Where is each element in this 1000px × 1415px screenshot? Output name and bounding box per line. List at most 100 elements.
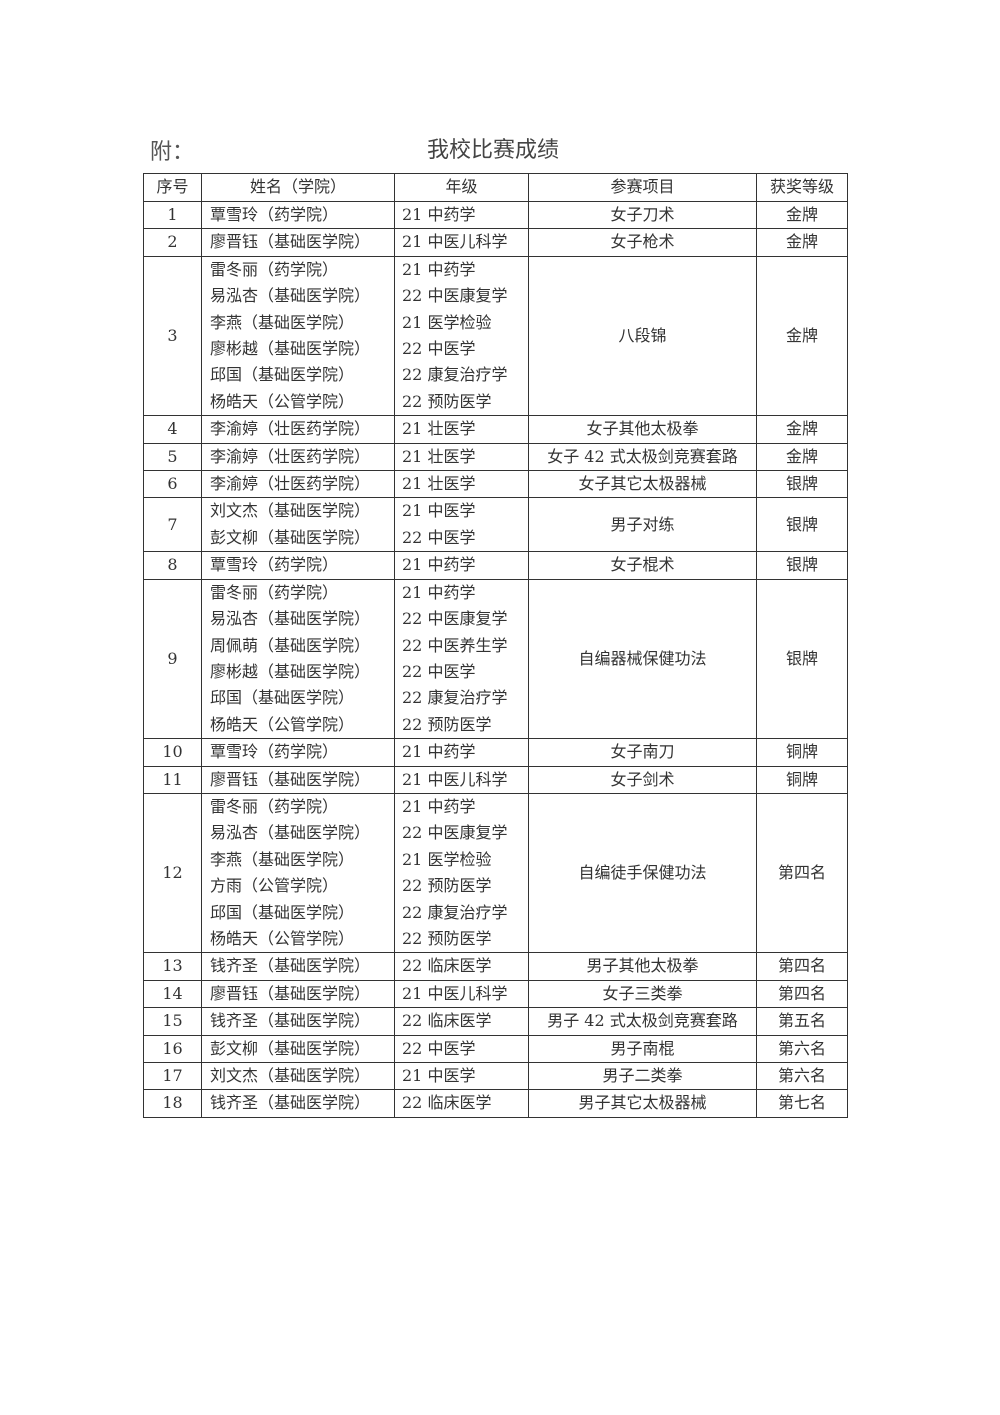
- cell-award: 第四名: [756, 979, 848, 1009]
- cell-grades: 22 中医学: [394, 1034, 529, 1064]
- cell-grades: 22 临床医学: [394, 1089, 529, 1118]
- cell-event: 女子剑术: [528, 765, 757, 794]
- cell-names: 李渝婷（壮医药学院）: [201, 442, 395, 472]
- cell-names: 刘文杰（基础医学院）: [201, 1061, 395, 1091]
- cell-event: 女子南刀: [528, 738, 757, 767]
- header-name: 姓名（学院）: [201, 173, 395, 202]
- cell-award: 金牌: [756, 255, 848, 417]
- table-row: 16 彭文柳（基础医学院） 22 中医学 男子南棍 第六名: [143, 1034, 848, 1064]
- cell-event: 自编徒手保健功法: [528, 792, 757, 954]
- cell-award: 银牌: [756, 551, 848, 580]
- participant-grade: 22 预防医学: [402, 876, 492, 896]
- header-no: 序号: [143, 173, 202, 202]
- cell-award: 金牌: [756, 442, 848, 472]
- results-table: 序号 姓名（学院） 年级 参赛项目 获奖等级 1 覃雪玲（药学院） 21 中药学 女子…: [143, 173, 848, 1118]
- participant-grade: 22 中医学: [402, 1038, 476, 1058]
- cell-grades: 21 中药学 22 中医康复学 21 医学检验 22 预防医学 22 康复治疗学 22 预…: [394, 792, 529, 954]
- participant-grade: 21 中药学: [402, 259, 476, 279]
- cell-grades: 22 临床医学: [394, 1007, 529, 1036]
- table-row: 12 雷冬丽（药学院） 易泓杏（基础医学院） 李燕（基础医学院） 方雨（公管学院） 邱国（…: [143, 792, 848, 954]
- participant-name: 邱国（基础医学院）: [210, 902, 355, 922]
- cell-award: 第六名: [756, 1061, 848, 1091]
- cell-names: 李渝婷（壮医药学院）: [201, 470, 395, 499]
- participant-grade: 21 中药学: [402, 796, 476, 816]
- cell-award: 第六名: [756, 1034, 848, 1064]
- cell-event: 男子对练: [528, 497, 757, 553]
- participant-name: 廖晋钰（基础医学院）: [210, 232, 371, 252]
- cell-no: 16: [143, 1034, 202, 1064]
- cell-no: 4: [143, 415, 202, 444]
- participant-grade: 22 中医学: [402, 661, 476, 681]
- cell-names: 彭文柳（基础医学院）: [201, 1034, 395, 1064]
- cell-event: 女子刀术: [528, 200, 757, 230]
- participant-name: 廖晋钰（基础医学院）: [210, 769, 371, 789]
- cell-event: 男子其他太极拳: [528, 952, 757, 981]
- attachment-label: 附：: [150, 140, 195, 165]
- cell-grades: 21 中医学: [394, 1061, 529, 1091]
- header-event: 参赛项目: [528, 173, 757, 202]
- participant-grade: 21 壮医学: [402, 474, 476, 494]
- cell-no: 2: [143, 228, 202, 257]
- cell-grades: 21 中药学: [394, 738, 529, 767]
- cell-grades: 21 壮医学: [394, 415, 529, 444]
- cell-grades: 21 中药学: [394, 200, 529, 230]
- page-title: 我校比赛成绩: [426, 138, 559, 163]
- participant-name: 李渝婷（壮医药学院）: [210, 446, 371, 466]
- table-row: 3 雷冬丽（药学院） 易泓杏（基础医学院） 李燕（基础医学院） 廖彬越（基础医学院） 邱国…: [143, 255, 848, 417]
- cell-no: 18: [143, 1089, 202, 1118]
- participant-grade: 21 壮医学: [402, 446, 476, 466]
- cell-award: 金牌: [756, 415, 848, 444]
- cell-grades: 21 中医学 22 中医学: [394, 497, 529, 553]
- participant-grade: 22 中医康复学: [402, 823, 508, 843]
- cell-no: 13: [143, 952, 202, 981]
- table-row: 13 钱齐圣（基础医学院） 22 临床医学 男子其他太极拳 第四名: [143, 952, 848, 981]
- cell-award: 铜牌: [756, 765, 848, 794]
- cell-names: 刘文杰（基础医学院） 彭文柳（基础医学院）: [201, 497, 395, 553]
- cell-event: 自编器械保健功法: [528, 578, 757, 740]
- cell-no: 10: [143, 738, 202, 767]
- participant-name: 廖彬越（基础医学院）: [210, 661, 371, 681]
- participant-grade: 21 中药学: [402, 555, 476, 575]
- participant-grade: 22 康复治疗学: [402, 688, 508, 708]
- table-row: 10 覃雪玲（药学院） 21 中药学 女子南刀 铜牌: [143, 738, 848, 767]
- cell-award: 第七名: [756, 1089, 848, 1118]
- participant-name: 彭文柳（基础医学院）: [210, 1038, 371, 1058]
- participant-grade: 22 临床医学: [402, 1011, 492, 1031]
- table-header-row: 序号 姓名（学院） 年级 参赛项目 获奖等级: [143, 173, 848, 202]
- cell-award: 第五名: [756, 1007, 848, 1036]
- cell-event: 女子三类拳: [528, 979, 757, 1009]
- cell-grades: 21 中药学 22 中医康复学 22 中医养生学 22 中医学 22 康复治疗学 22 预…: [394, 578, 529, 740]
- cell-names: 雷冬丽（药学院） 易泓杏（基础医学院） 李燕（基础医学院） 方雨（公管学院） 邱国（基础…: [201, 792, 395, 954]
- cell-award: 第四名: [756, 952, 848, 981]
- participant-grade: 21 中医儿科学: [402, 232, 508, 252]
- participant-name: 钱齐圣（基础医学院）: [210, 956, 371, 976]
- participant-grade: 21 医学检验: [402, 312, 492, 332]
- cell-grades: 21 壮医学: [394, 442, 529, 472]
- participant-grade: 21 医学检验: [402, 849, 492, 869]
- participant-grade: 21 中医儿科学: [402, 983, 508, 1003]
- table-row: 14 廖晋钰（基础医学院） 21 中医儿科学 女子三类拳 第四名: [143, 979, 848, 1009]
- participant-name: 廖晋钰（基础医学院）: [210, 983, 371, 1003]
- cell-grades: 21 中医儿科学: [394, 979, 529, 1009]
- participant-name: 雷冬丽（药学院）: [210, 259, 339, 279]
- cell-names: 钱齐圣（基础医学院）: [201, 1089, 395, 1118]
- participant-name: 李渝婷（壮医药学院）: [210, 474, 371, 494]
- participant-grade: 22 中医学: [402, 339, 476, 359]
- cell-no: 7: [143, 497, 202, 553]
- cell-event: 男子其它太极器械: [528, 1089, 757, 1118]
- cell-names: 钱齐圣（基础医学院）: [201, 952, 395, 981]
- cell-grades: 21 壮医学: [394, 470, 529, 499]
- header-grade: 年级: [394, 173, 529, 202]
- participant-name: 雷冬丽（药学院）: [210, 796, 339, 816]
- participant-name: 杨皓天（公管学院）: [210, 928, 355, 948]
- cell-no: 17: [143, 1061, 202, 1091]
- participant-grade: 22 临床医学: [402, 1093, 492, 1113]
- participant-name: 邱国（基础医学院）: [210, 365, 355, 385]
- participant-grade: 21 中医儿科学: [402, 769, 508, 789]
- participant-name: 雷冬丽（药学院）: [210, 582, 339, 602]
- participant-name: 周佩萌（基础医学院）: [210, 635, 371, 655]
- cell-grades: 21 中医儿科学: [394, 228, 529, 257]
- cell-event: 男子 42 式太极剑竞赛套路: [528, 1007, 757, 1036]
- cell-award: 金牌: [756, 200, 848, 230]
- cell-event: 女子其它太极器械: [528, 470, 757, 499]
